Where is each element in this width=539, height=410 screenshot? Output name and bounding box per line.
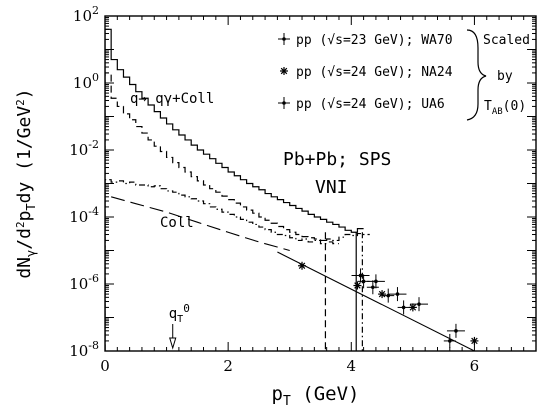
data-point-7-4: [446, 323, 465, 338]
marker-dot: [454, 329, 458, 333]
y-tick-label: 100: [73, 71, 99, 92]
legend-marker-spoke: [280, 67, 288, 75]
qT0-label: qT0: [169, 302, 190, 325]
marker-spoke: [409, 304, 417, 311]
data-point-6-0: [298, 261, 307, 270]
data-point-5-4: [443, 333, 456, 348]
lower-curve-label: Coll: [160, 215, 194, 231]
series-0-histogram: [105, 28, 364, 351]
data-point-6-2: [378, 290, 387, 299]
upper-curve-label: q→ qγ+Coll: [130, 91, 214, 107]
bracket-text-by: by: [497, 69, 513, 84]
legend-bracket: [466, 29, 487, 121]
marker-spoke: [378, 290, 386, 298]
y-tick-label: 10-8: [69, 339, 99, 360]
marker-dot: [417, 302, 421, 306]
data-point-7-1: [366, 274, 385, 289]
marker-dot: [371, 285, 375, 290]
marker-dot: [361, 279, 366, 284]
axes-layer: 0 2 4 6 10-8 10-6 10-4 10-2 100 102: [69, 4, 537, 375]
legend-marker-dot: [282, 101, 286, 105]
y-tick-label: 10-2: [69, 138, 99, 159]
plot-series-group: [105, 28, 479, 351]
legend-marker-1: [280, 67, 288, 75]
x-tick-label: 6: [470, 357, 480, 375]
marker-spoke: [298, 262, 306, 270]
data-point-5-3: [397, 300, 410, 315]
data-point-7-3: [410, 297, 429, 312]
marker-dot: [401, 305, 406, 310]
qT0-arrow-head: [169, 337, 177, 350]
data-point-7-2: [388, 287, 407, 302]
marker-dot: [374, 279, 378, 284]
y-tick-label: 102: [73, 4, 99, 25]
legend-marker-2: [278, 97, 290, 109]
marker-dot: [386, 293, 391, 298]
system-label: Pb+Pb; SPS: [283, 149, 391, 170]
legend: pp (√s=23 GeV); WA70 pp (√s=24 GeV); NA24…: [278, 29, 530, 121]
data-point-7-0: [351, 268, 370, 283]
marker-dot: [358, 273, 363, 278]
x-tick-label: 0: [100, 357, 110, 375]
model-label: VNI: [315, 177, 348, 198]
legend-marker-dot: [282, 37, 286, 41]
series-4-line: [277, 251, 475, 351]
marker-dot: [448, 339, 452, 343]
y-tick-label: 10-6: [69, 272, 99, 293]
series-3-line: [111, 196, 290, 252]
bracket-text-scaled: Scaled: [483, 33, 530, 48]
data-point-6-3: [408, 303, 417, 312]
x-tick-label: 4: [347, 357, 357, 375]
data-point-5-1: [366, 280, 379, 295]
marker-spoke: [354, 282, 361, 289]
data-point-6-1: [353, 281, 362, 290]
marker-dot: [395, 292, 400, 296]
x-tick-label: 2: [223, 357, 233, 375]
legend-marker-0: [278, 33, 290, 45]
bracket-text-tab: TAB(0): [484, 99, 526, 117]
legend-entry-0: pp (√s=23 GeV); WA70: [296, 33, 453, 48]
labels-layer: pT (GeV) dNγ/d2pTdy (1/GeV2) q→ qγ+Coll Col…: [14, 88, 391, 409]
x-axis-label: pT (GeV): [272, 383, 360, 409]
y-tick-label: 10-4: [69, 205, 99, 226]
y-axis-label: dNγ/d2pTdy (1/GeV2): [14, 88, 38, 278]
legend-entry-1: pp (√s=24 GeV); NA24: [296, 65, 453, 80]
marker-spoke: [471, 337, 478, 345]
plot-layer: [105, 28, 479, 351]
legend-entry-2: pp (√s=24 GeV); UA6: [296, 97, 445, 112]
series-1-histogram: [105, 72, 339, 351]
